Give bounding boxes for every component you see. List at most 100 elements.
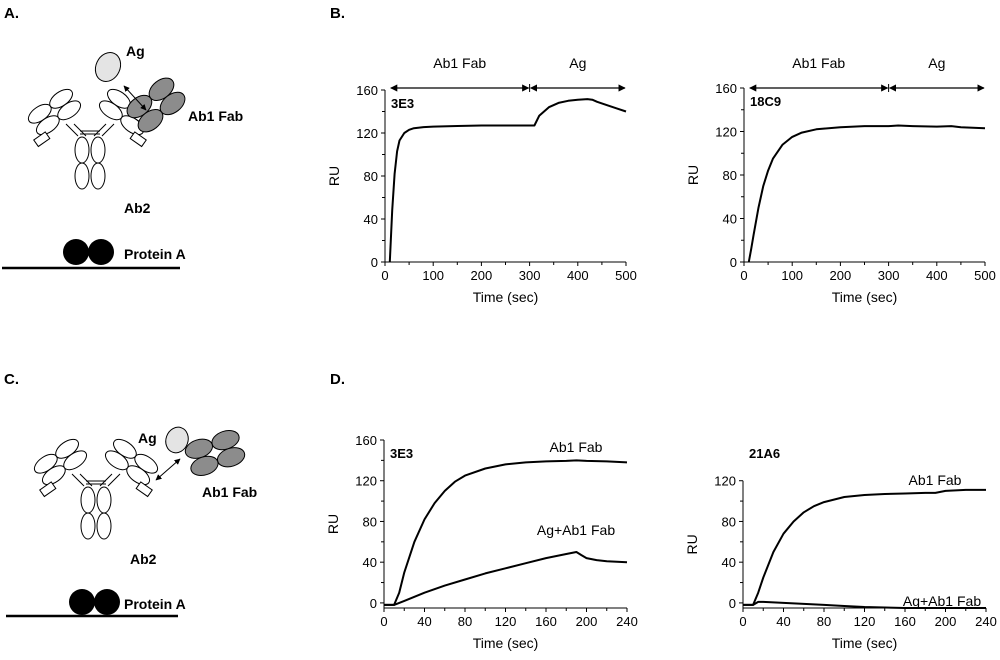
- x-tick-label: 160: [894, 614, 916, 629]
- y-tick-label: 160: [355, 433, 377, 448]
- x-tick-label: 0: [380, 614, 387, 629]
- x-axis-label: Time (sec): [473, 289, 539, 305]
- phase-label: Ag: [928, 55, 945, 71]
- label-ag: Ag: [138, 430, 157, 446]
- panel-label-d: D.: [330, 371, 345, 388]
- y-tick-label: 0: [370, 596, 377, 611]
- x-tick-label: 100: [422, 268, 444, 283]
- y-tick-label: 80: [363, 514, 377, 529]
- x-axis-label: Time (sec): [832, 289, 898, 305]
- chart-d-3e3: 0 40 80 120 160 200 240 0 40 80 120 160 Ab1 Fab Ag+…: [325, 433, 638, 651]
- y-axis-label: RU: [326, 166, 342, 186]
- y-tick-label: 40: [722, 555, 736, 570]
- series-line: [747, 124, 986, 263]
- x-tick-label: 0: [381, 268, 388, 283]
- label-ag: Ag: [126, 43, 145, 59]
- series-line: [384, 551, 628, 606]
- series-label: Ag+Ab1 Fab: [903, 593, 981, 609]
- chart-title: 3E3: [391, 96, 414, 111]
- x-tick-label: 200: [471, 268, 493, 283]
- x-tick-label: 240: [975, 614, 997, 629]
- protein-a-bead: [69, 589, 95, 615]
- binding-arrow: [155, 458, 181, 481]
- panel-label-b: B.: [330, 5, 345, 22]
- y-tick-label: 80: [364, 169, 378, 184]
- series-label: Ag+Ab1 Fab: [537, 522, 615, 538]
- y-tick-label: 40: [363, 555, 377, 570]
- x-axis-label: Time (sec): [473, 635, 539, 651]
- label-ab1-fab: Ab1 Fab: [188, 108, 243, 124]
- phase-label: Ab1 Fab: [792, 55, 845, 71]
- protein-a-bead: [94, 589, 120, 615]
- x-tick-label: 500: [615, 268, 637, 283]
- x-tick-label: 300: [519, 268, 541, 283]
- series-label: Ab1 Fab: [909, 472, 962, 488]
- x-tick-label: 120: [495, 614, 517, 629]
- x-tick-label: 40: [776, 614, 790, 629]
- y-tick-label: 120: [356, 126, 378, 141]
- series-line: [388, 98, 627, 263]
- label-protein-a: Protein A: [124, 596, 186, 612]
- y-tick-label: 0: [371, 255, 378, 270]
- y-tick-label: 160: [715, 81, 737, 96]
- x-tick-label: 240: [616, 614, 638, 629]
- antigen: [165, 426, 189, 454]
- x-tick-label: 0: [739, 614, 746, 629]
- y-tick-label: 120: [715, 125, 737, 140]
- series-line: [743, 488, 986, 606]
- x-tick-label: 200: [935, 614, 957, 629]
- x-tick-label: 200: [576, 614, 598, 629]
- x-tick-label: 40: [417, 614, 431, 629]
- y-tick-label: 120: [355, 474, 377, 489]
- chart-d-21a6: 0 40 80 120 160 200 240 0 40 80 120 Ab1 Fab Ag+Ab1…: [684, 446, 997, 651]
- y-axis-label: RU: [325, 514, 341, 534]
- x-tick-label: 400: [926, 268, 948, 283]
- phase-label: Ag: [569, 55, 586, 71]
- series-label: Ab1 Fab: [550, 439, 603, 455]
- y-axis-label: RU: [684, 534, 700, 554]
- protein-a-bead: [88, 239, 114, 265]
- chart-title: 3E3: [390, 446, 413, 461]
- phase-label: Ab1 Fab: [433, 55, 486, 71]
- label-protein-a: Protein A: [124, 246, 186, 262]
- x-tick-label: 400: [567, 268, 589, 283]
- x-tick-label: 160: [535, 614, 557, 629]
- x-tick-label: 200: [830, 268, 852, 283]
- diagram-c: Ag Ab1 Fab Ab2 Protein A: [6, 426, 257, 618]
- x-tick-label: 120: [854, 614, 876, 629]
- x-tick-label: 0: [740, 268, 747, 283]
- y-tick-label: 0: [730, 255, 737, 270]
- label-ab2: Ab2: [124, 200, 151, 216]
- ab1-fab: [182, 426, 248, 480]
- x-tick-label: 300: [878, 268, 900, 283]
- chart-title: 21A6: [749, 446, 780, 461]
- chart-b-3e3: Ab1 Fab Ag 0 100 200 300 400 500 0 40 80 120 160 3…: [326, 55, 637, 305]
- label-ab2: Ab2: [130, 551, 157, 567]
- panel-label-c: C.: [4, 371, 19, 388]
- x-tick-label: 80: [458, 614, 472, 629]
- x-axis-label: Time (sec): [832, 635, 898, 651]
- x-tick-label: 80: [817, 614, 831, 629]
- y-tick-label: 80: [722, 514, 736, 529]
- ab2-antibody: [24, 435, 168, 540]
- series-line: [743, 600, 986, 609]
- y-tick-label: 0: [729, 596, 736, 611]
- y-tick-label: 40: [364, 212, 378, 227]
- y-tick-label: 120: [714, 474, 736, 489]
- label-ab1-fab: Ab1 Fab: [202, 484, 257, 500]
- x-tick-label: 500: [974, 268, 996, 283]
- y-tick-label: 40: [723, 212, 737, 227]
- protein-a-bead: [63, 239, 89, 265]
- series-line: [384, 459, 628, 606]
- y-tick-label: 160: [356, 83, 378, 98]
- antigen: [94, 51, 122, 83]
- panel-label-a: A.: [4, 5, 19, 22]
- chart-title: 18C9: [750, 94, 781, 109]
- binding-arrow: [123, 85, 147, 111]
- y-axis-label: RU: [685, 165, 701, 185]
- chart-b-18c9: Ab1 Fab Ag 0 100 200 300 400 500 0 40 80 120 160 1…: [685, 55, 996, 305]
- diagram-a: Ag Ab1 Fab Ab2 Protein A: [2, 43, 243, 270]
- y-tick-label: 80: [723, 168, 737, 183]
- x-tick-label: 100: [781, 268, 803, 283]
